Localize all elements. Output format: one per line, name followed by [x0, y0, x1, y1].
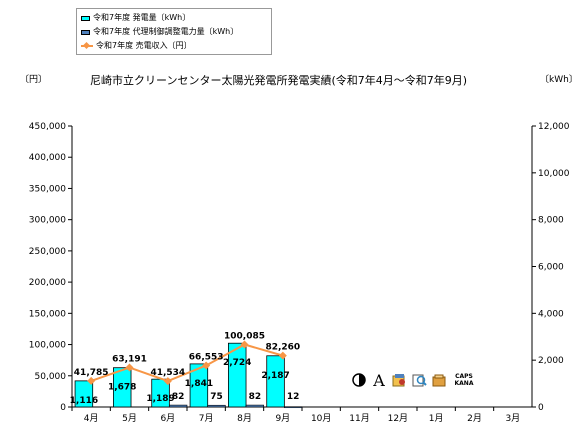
point-revenue-label: 66,553	[189, 352, 224, 362]
ime-toolbar: A CAPS KANA	[351, 370, 477, 390]
point-revenue	[202, 361, 211, 370]
legend-label-curtailment: 令和7年度 代理制御調整電力量〔kWh〕	[93, 27, 239, 36]
bar-generation	[113, 367, 132, 408]
tools-icon[interactable]	[411, 372, 427, 388]
x-tick-label: 7月	[199, 413, 214, 424]
bar-curtailment	[284, 406, 303, 409]
settings-icon[interactable]	[431, 372, 447, 388]
bar-generation	[266, 355, 285, 408]
x-tick-label: 10月	[311, 413, 331, 424]
x-tick-label: 3月	[505, 413, 520, 424]
point-revenue-label: 63,191	[112, 355, 147, 365]
y-left-tick-label: 400,000	[29, 153, 66, 163]
legend-item-generation: 令和7年度 発電量〔kWh〕	[81, 11, 267, 25]
y-left-tick-label: 350,000	[29, 184, 66, 194]
right-axis-unit: 〔kWh〕	[540, 75, 578, 85]
point-revenue	[240, 340, 249, 349]
x-tick-label: 2月	[467, 413, 482, 424]
x-tick-label: 8月	[237, 413, 252, 424]
bar-curtailment-label: 75	[210, 392, 223, 402]
x-tick-label: 1月	[429, 413, 444, 424]
legend-swatch-curtailment	[81, 29, 90, 35]
point-revenue-label: 100,085	[224, 332, 265, 342]
bar-curtailment-label: 82	[172, 392, 185, 402]
y-right-tick-label: 0	[538, 403, 544, 413]
chart-legend: 令和7年度 発電量〔kWh〕 令和7年度 代理制御調整電力量〔kWh〕 令和7年…	[76, 8, 272, 55]
x-tick-label: 11月	[349, 413, 369, 424]
legend-label-revenue: 令和7年度 売電収入〔円〕	[96, 41, 192, 50]
y-right-tick-label: 10,000	[538, 169, 570, 179]
legend-item-curtailment: 令和7年度 代理制御調整電力量〔kWh〕	[81, 25, 267, 39]
bar-generation	[74, 380, 94, 408]
dictionary-icon[interactable]	[391, 372, 407, 388]
caps-label: CAPS	[455, 373, 473, 380]
bar-generation-label: 1,189	[146, 394, 174, 404]
y-right-tick-label: 6,000	[538, 263, 564, 273]
legend-label-generation: 令和7年度 発電量〔kWh〕	[93, 13, 191, 22]
font-icon[interactable]: A	[373, 370, 385, 390]
bar-generation	[227, 342, 247, 408]
legend-swatch-revenue	[81, 45, 93, 47]
y-right-tick-label: 2,000	[538, 356, 564, 366]
bar-generation-label: 1,678	[108, 383, 136, 393]
chart-title: 尼崎市立クリーンセンター太陽光発電所発電実績(令和7年4月～令和7年9月)	[90, 74, 468, 87]
point-revenue-label: 41,534	[150, 368, 185, 378]
y-left-tick-label: 0	[60, 403, 66, 413]
x-tick-label: 5月	[122, 413, 137, 424]
y-right-tick-label: 4,000	[538, 309, 564, 319]
bar-generation-label: 2,187	[261, 371, 289, 381]
legend-item-revenue: 令和7年度 売電収入〔円〕	[81, 39, 267, 53]
point-revenue	[87, 376, 96, 385]
bar-curtailment	[245, 404, 264, 408]
kana-label: KANA	[454, 380, 474, 387]
x-tick-label: 6月	[160, 413, 175, 424]
y-left-tick-label: 450,000	[29, 122, 66, 132]
bar-generation-label: 1,116	[70, 396, 98, 406]
legend-swatch-generation	[81, 15, 90, 21]
point-revenue-label: 82,260	[265, 343, 300, 353]
point-revenue	[125, 363, 134, 372]
y-left-tick-label: 100,000	[29, 341, 66, 351]
x-tick-label: 9月	[275, 413, 290, 424]
bar-curtailment	[207, 404, 226, 408]
x-tick-label: 4月	[84, 413, 99, 424]
bar-curtailment-label: 12	[287, 392, 300, 402]
bar-generation-label: 2,724	[223, 358, 251, 368]
bar-curtailment	[169, 404, 188, 408]
bar-generation-label: 1,841	[185, 379, 213, 389]
point-revenue	[278, 351, 287, 360]
y-left-tick-label: 250,000	[29, 247, 66, 257]
caps-kana-indicator: CAPS KANA	[451, 372, 477, 388]
y-left-tick-label: 200,000	[29, 278, 66, 288]
point-revenue	[163, 377, 172, 386]
bar-curtailment-label: 82	[249, 392, 262, 402]
bar-generation	[189, 363, 209, 408]
y-right-tick-label: 8,000	[538, 216, 564, 226]
line-revenue	[90, 343, 284, 383]
y-left-tick-label: 300,000	[29, 216, 66, 226]
x-tick-label: 12月	[388, 413, 408, 424]
point-revenue-label: 41,785	[74, 368, 109, 378]
y-left-tick-label: 50,000	[35, 372, 67, 382]
y-right-tick-label: 12,000	[538, 122, 570, 132]
y-left-tick-label: 150,000	[29, 309, 66, 319]
ime-mode-icon[interactable]	[351, 372, 367, 388]
left-axis-unit: 〔円〕	[20, 75, 48, 85]
